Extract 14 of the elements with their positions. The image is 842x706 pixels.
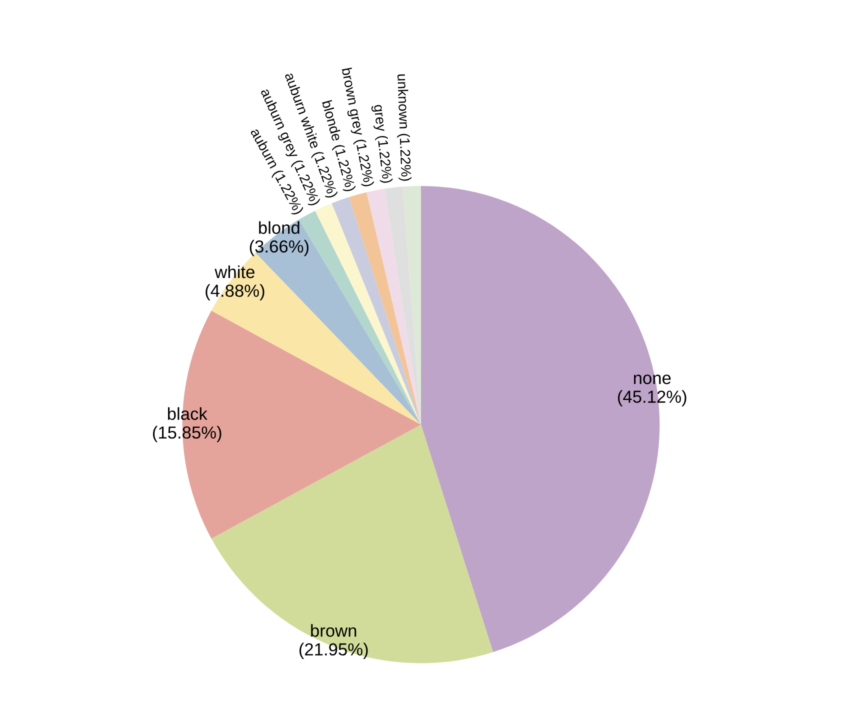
pie-slice (332, 197, 421, 425)
pie-slice (366, 188, 421, 425)
data-label: (3.66%) (250, 240, 308, 256)
slice-label: black (168, 407, 208, 420)
slice-label: white (214, 265, 254, 278)
slice-label: unknown (1.22%) (394, 74, 412, 181)
data-label: (45.12%) (618, 390, 686, 406)
slice-label: brown (311, 624, 356, 637)
pie-slice (348, 192, 421, 425)
data-label: (21.95%) (299, 642, 368, 659)
slice-label: blond (259, 221, 300, 234)
slice-label: none (634, 374, 671, 384)
data-label: (15.85%) (152, 426, 222, 442)
data-label: (4.88%) (206, 284, 264, 300)
